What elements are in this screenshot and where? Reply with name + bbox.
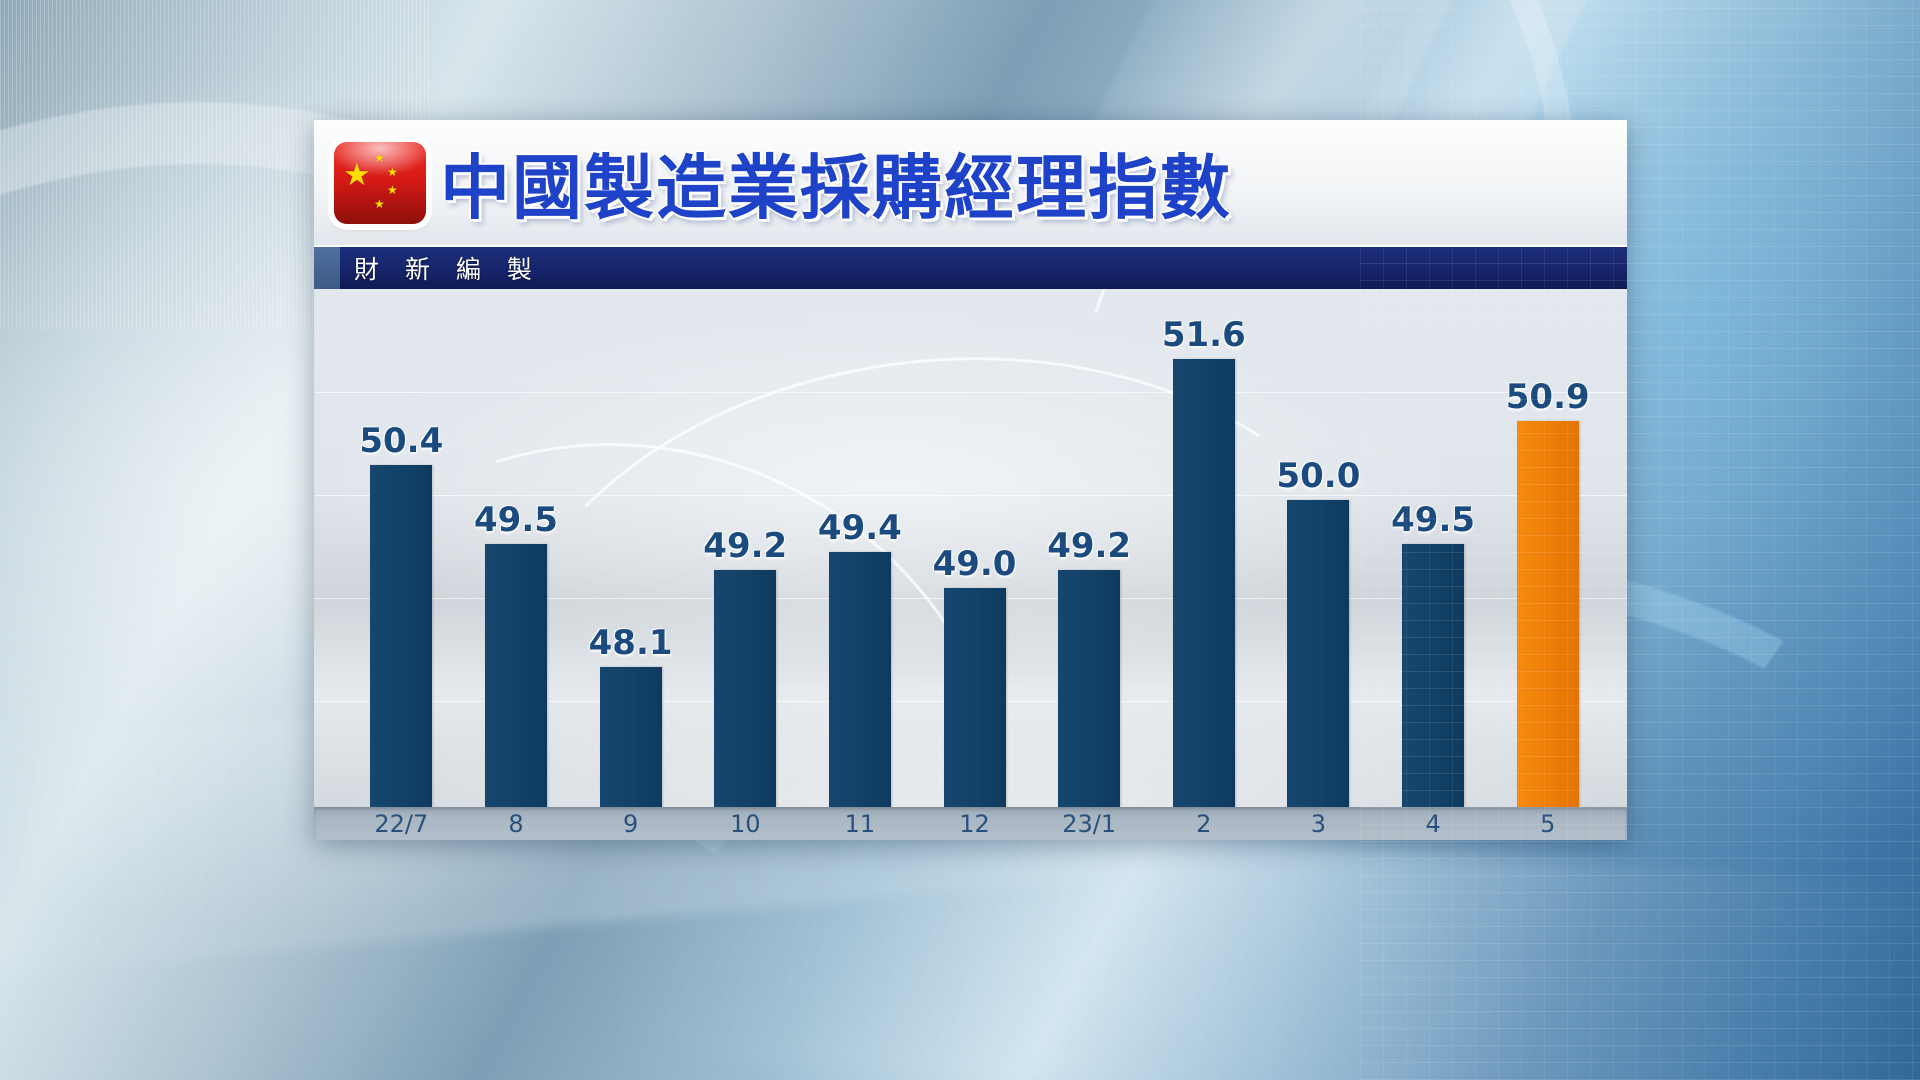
bar-value-label: 49.2 xyxy=(703,526,788,566)
bar-value-label: 51.6 xyxy=(1161,315,1246,355)
bar-value-label: 49.2 xyxy=(1047,526,1132,566)
bar-value-label: 49.0 xyxy=(932,544,1017,584)
panel-header: ★ ★ ★ ★ ★ 中國製造業採購經理指數 xyxy=(314,120,1627,245)
flag-star-2: ★ xyxy=(387,164,398,179)
subtitle-bar-tab xyxy=(314,247,340,289)
gridline xyxy=(314,495,1627,496)
x-axis-tick-label: 3 xyxy=(1310,809,1327,838)
bar-value-label: 50.0 xyxy=(1276,456,1361,496)
bar-highlighted xyxy=(1516,421,1579,807)
bar xyxy=(1287,500,1350,807)
bar-column: 50.4 xyxy=(344,289,459,807)
bar-column: 49.5 xyxy=(459,289,574,807)
bar-value-label: 49.5 xyxy=(474,500,558,540)
bar-column: 49.2 xyxy=(1032,289,1147,807)
bar-value-label: 49.5 xyxy=(1391,500,1476,540)
bar xyxy=(1172,359,1235,807)
bar-series: 50.4 49.5 48.1 49.2 49.4 49.0 49.2 51.6 50.0 49.5… xyxy=(344,289,1605,807)
chart-panel: ★ ★ ★ ★ ★ 中國製造業採購經理指數 財 新 編 製 50.4 49.5 48… xyxy=(314,120,1627,840)
gridline xyxy=(314,392,1627,393)
bar xyxy=(714,570,777,807)
bar-column: 49.2 xyxy=(688,289,803,807)
bar-value-label: 48.1 xyxy=(588,623,673,663)
x-axis-tick-label: 5 xyxy=(1540,809,1556,838)
x-axis-tick-label: 8 xyxy=(508,809,524,838)
x-axis-tick-label: 10 xyxy=(729,809,761,838)
bar-value-label: 50.4 xyxy=(359,421,444,461)
x-axis-tick-label: 22/7 xyxy=(374,809,429,838)
page-title: 中國製造業採購經理指數 xyxy=(440,147,1232,229)
flag-star-4: ★ xyxy=(374,196,385,211)
x-axis-tick-label: 23/1 xyxy=(1062,809,1117,838)
x-axis-tick-label: 11 xyxy=(844,809,876,838)
bar-column: 49.4 xyxy=(803,289,918,807)
bar-column: 50.9 xyxy=(1490,289,1605,807)
x-axis-tick-label: 9 xyxy=(622,809,639,838)
chart-plot-area: 50.4 49.5 48.1 49.2 49.4 49.0 49.2 51.6 50.0 49.5… xyxy=(314,289,1627,807)
x-axis-tick-label: 4 xyxy=(1425,809,1441,838)
bar xyxy=(370,465,433,807)
bar-value-label: 49.4 xyxy=(817,508,902,548)
flag-star-large: ★ xyxy=(343,156,371,192)
bar-column: 48.1 xyxy=(573,289,688,807)
x-axis-tick-label: 2 xyxy=(1196,809,1212,838)
bar-column: 49.0 xyxy=(917,289,1032,807)
bar xyxy=(828,552,891,807)
bar xyxy=(1402,544,1465,807)
bar-column: 51.6 xyxy=(1146,289,1261,807)
subtitle-text: 財 新 編 製 xyxy=(354,255,541,284)
flag-star-1: ★ xyxy=(374,150,385,165)
bar xyxy=(599,667,662,807)
x-axis-tick-label: 12 xyxy=(959,809,990,838)
subtitle-bar: 財 新 編 製 xyxy=(314,245,1627,289)
bar-column: 50.0 xyxy=(1261,289,1376,807)
flag-star-3: ★ xyxy=(387,182,398,197)
x-axis: 22/7 8 9 10 11 12 23/1 2 3 4 5 xyxy=(314,807,1627,840)
china-flag-icon: ★ ★ ★ ★ ★ xyxy=(334,141,426,224)
bar xyxy=(1058,570,1121,807)
bar-value-label: 50.9 xyxy=(1505,377,1590,417)
bar xyxy=(943,588,1006,807)
bar-column: 49.5 xyxy=(1376,289,1491,807)
bar xyxy=(484,544,547,807)
